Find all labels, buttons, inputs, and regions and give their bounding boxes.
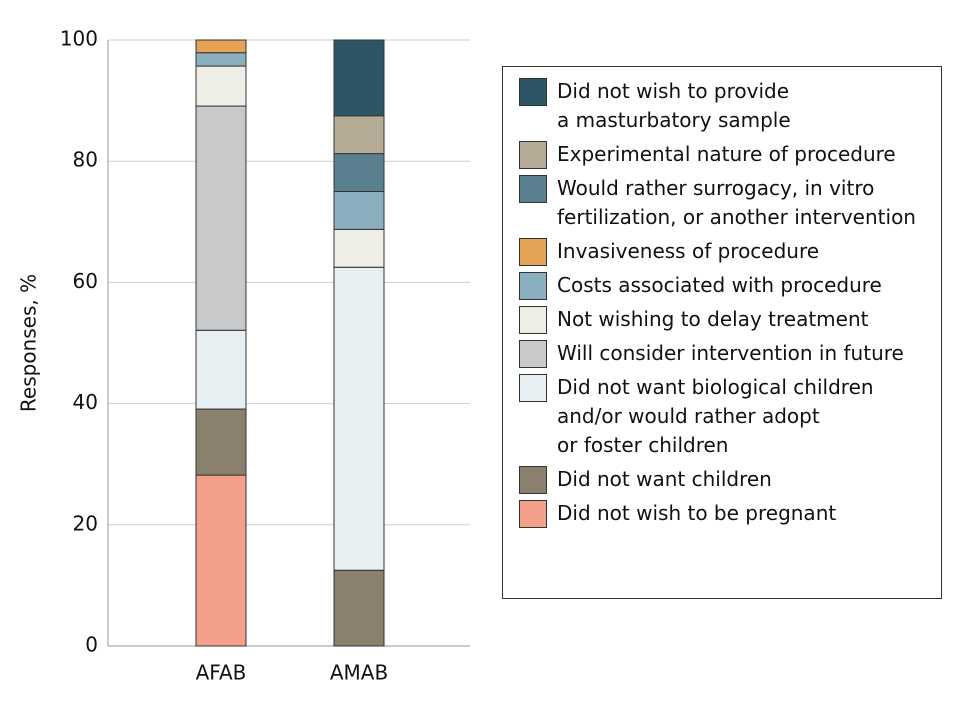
bar-segment — [195, 408, 247, 476]
legend-label: Would rather surrogacy, in vitro fertili… — [557, 176, 916, 229]
bar-segment — [195, 65, 247, 107]
bar-segment — [333, 266, 385, 571]
legend-item: Not wishing to delay treatment — [519, 306, 941, 334]
bar-segment — [333, 228, 385, 268]
legend-label: Did not want children — [557, 467, 772, 491]
y-tick-label: 40 — [73, 390, 98, 414]
y-tick-label: 60 — [73, 269, 98, 293]
x-tick-label: AFAB — [196, 661, 247, 685]
legend-swatch — [519, 141, 547, 169]
legend-swatch — [519, 175, 547, 203]
legend-label: Experimental nature of procedure — [557, 142, 896, 166]
bar-segment — [195, 105, 247, 331]
bar-segment — [333, 569, 385, 647]
legend-swatch — [519, 466, 547, 494]
legend-label: Did not want biological children and/or … — [557, 375, 874, 457]
y-tick-label: 20 — [73, 511, 98, 535]
bar-segment — [195, 52, 247, 67]
legend-item: Did not want biological children and/or … — [519, 374, 941, 460]
legend-item: Did not wish to provide a masturbatory s… — [519, 78, 941, 135]
legend-item: Experimental nature of procedure — [519, 141, 941, 169]
legend-swatch — [519, 374, 547, 402]
bar-segment — [195, 329, 247, 410]
legend-label: Did not wish to provide a masturbatory s… — [557, 79, 791, 132]
x-tick-label: AMAB — [330, 661, 388, 685]
legend-item: Did not wish to be pregnant — [519, 500, 941, 528]
legend-label: Costs associated with procedure — [557, 273, 882, 297]
bar-segment — [333, 39, 385, 117]
legend-swatch — [519, 238, 547, 266]
legend-label: Invasiveness of procedure — [557, 239, 820, 263]
legend-swatch — [519, 272, 547, 300]
legend-swatch — [519, 500, 547, 528]
legend-item: Invasiveness of procedure — [519, 238, 941, 266]
legend-swatch — [519, 78, 547, 106]
legend-swatch — [519, 340, 547, 368]
legend-item: Costs associated with procedure — [519, 272, 941, 300]
legend-label: Will consider intervention in future — [557, 341, 904, 365]
bar-segment — [333, 191, 385, 230]
y-tick-label: 80 — [73, 148, 98, 172]
legend-item: Did not want children — [519, 466, 941, 494]
bar-segment — [195, 39, 247, 54]
legend: Did not wish to provide a masturbatory s… — [502, 66, 942, 599]
y-tick-label: 0 — [85, 633, 98, 657]
bar-segment — [333, 153, 385, 192]
legend-swatch — [519, 306, 547, 334]
legend-label: Not wishing to delay treatment — [557, 307, 869, 331]
bar-segment — [333, 115, 385, 155]
y-tick-label: 100 — [60, 27, 98, 51]
legend-item: Would rather surrogacy, in vitro fertili… — [519, 175, 941, 232]
legend-label: Did not wish to be pregnant — [557, 501, 837, 525]
y-axis-label: Responses, % — [17, 274, 41, 412]
bar-segment — [195, 474, 247, 647]
legend-item: Will consider intervention in future — [519, 340, 941, 368]
